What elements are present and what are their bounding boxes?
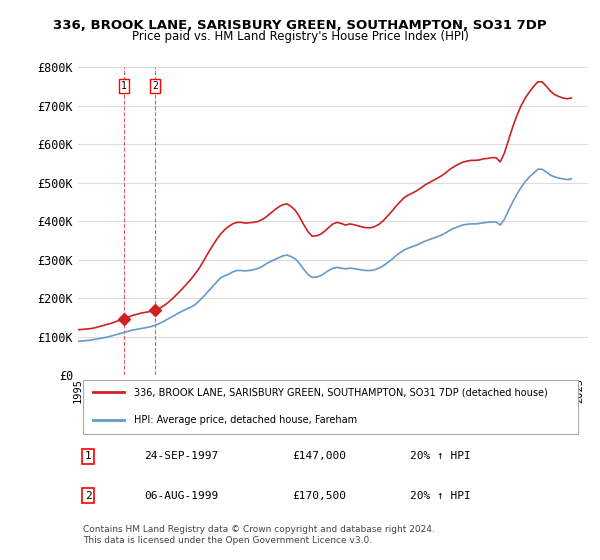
- Text: Contains HM Land Registry data © Crown copyright and database right 2024.
This d: Contains HM Land Registry data © Crown c…: [83, 525, 435, 545]
- Text: 1: 1: [121, 81, 127, 91]
- Text: Price paid vs. HM Land Registry's House Price Index (HPI): Price paid vs. HM Land Registry's House …: [131, 30, 469, 43]
- Text: 20% ↑ HPI: 20% ↑ HPI: [409, 491, 470, 501]
- Text: £147,000: £147,000: [292, 451, 346, 461]
- Text: 2: 2: [152, 81, 158, 91]
- Text: 2: 2: [85, 491, 92, 501]
- Text: 24-SEP-1997: 24-SEP-1997: [145, 451, 218, 461]
- Text: HPI: Average price, detached house, Fareham: HPI: Average price, detached house, Fare…: [134, 414, 357, 424]
- Text: 06-AUG-1999: 06-AUG-1999: [145, 491, 218, 501]
- FancyBboxPatch shape: [83, 380, 578, 433]
- Text: 336, BROOK LANE, SARISBURY GREEN, SOUTHAMPTON, SO31 7DP (detached house): 336, BROOK LANE, SARISBURY GREEN, SOUTHA…: [134, 388, 548, 398]
- Text: 1: 1: [85, 451, 92, 461]
- Text: £170,500: £170,500: [292, 491, 346, 501]
- Text: 20% ↑ HPI: 20% ↑ HPI: [409, 451, 470, 461]
- Text: 336, BROOK LANE, SARISBURY GREEN, SOUTHAMPTON, SO31 7DP: 336, BROOK LANE, SARISBURY GREEN, SOUTHA…: [53, 18, 547, 32]
